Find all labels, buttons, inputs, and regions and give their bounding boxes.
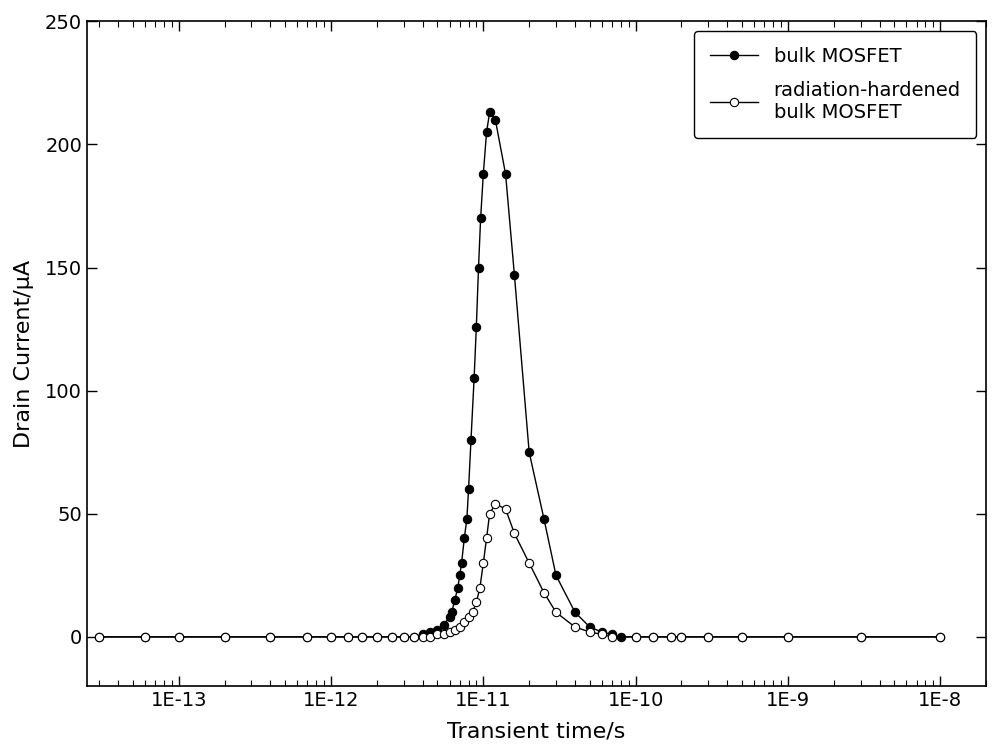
- radiation-hardened
bulk MOSFET: [736, 633, 748, 642]
- bulk MOSFET: [371, 633, 383, 642]
- radiation-hardened
bulk MOSFET: [356, 633, 368, 642]
- radiation-hardened
bulk MOSFET: [702, 633, 714, 642]
- radiation-hardened
bulk MOSFET: [477, 559, 489, 568]
- radiation-hardened
bulk MOSFET: [934, 633, 946, 642]
- radiation-hardened
bulk MOSFET: [264, 633, 276, 642]
- radiation-hardened
bulk MOSFET: [500, 504, 512, 513]
- radiation-hardened
bulk MOSFET: [449, 625, 461, 634]
- bulk MOSFET: [477, 170, 489, 179]
- radiation-hardened
bulk MOSFET: [523, 559, 535, 568]
- radiation-hardened
bulk MOSFET: [467, 608, 479, 617]
- radiation-hardened
bulk MOSFET: [93, 633, 105, 642]
- radiation-hardened
bulk MOSFET: [417, 633, 429, 642]
- radiation-hardened
bulk MOSFET: [301, 633, 313, 642]
- radiation-hardened
bulk MOSFET: [782, 633, 794, 642]
- radiation-hardened
bulk MOSFET: [398, 633, 410, 642]
- bulk MOSFET: [473, 263, 485, 272]
- Line: bulk MOSFET: bulk MOSFET: [95, 108, 944, 641]
- bulk MOSFET: [523, 448, 535, 457]
- bulk MOSFET: [934, 633, 946, 642]
- radiation-hardened
bulk MOSFET: [665, 633, 677, 642]
- bulk MOSFET: [481, 128, 493, 137]
- radiation-hardened
bulk MOSFET: [463, 612, 475, 621]
- radiation-hardened
bulk MOSFET: [489, 499, 501, 508]
- radiation-hardened
bulk MOSFET: [408, 633, 420, 642]
- Legend: bulk MOSFET, radiation-hardened
bulk MOSFET: bulk MOSFET, radiation-hardened bulk MOS…: [694, 31, 976, 137]
- radiation-hardened
bulk MOSFET: [484, 510, 496, 519]
- radiation-hardened
bulk MOSFET: [386, 633, 398, 642]
- radiation-hardened
bulk MOSFET: [371, 633, 383, 642]
- radiation-hardened
bulk MOSFET: [584, 627, 596, 636]
- bulk MOSFET: [452, 583, 464, 592]
- radiation-hardened
bulk MOSFET: [481, 534, 493, 543]
- radiation-hardened
bulk MOSFET: [424, 633, 436, 642]
- radiation-hardened
bulk MOSFET: [438, 630, 450, 639]
- radiation-hardened
bulk MOSFET: [139, 633, 151, 642]
- X-axis label: Transient time/s: Transient time/s: [447, 721, 626, 741]
- radiation-hardened
bulk MOSFET: [219, 633, 231, 642]
- radiation-hardened
bulk MOSFET: [342, 633, 354, 642]
- radiation-hardened
bulk MOSFET: [569, 623, 581, 632]
- Line: radiation-hardened
bulk MOSFET: radiation-hardened bulk MOSFET: [95, 500, 944, 641]
- radiation-hardened
bulk MOSFET: [474, 583, 486, 592]
- radiation-hardened
bulk MOSFET: [470, 598, 482, 607]
- bulk MOSFET: [484, 108, 496, 117]
- bulk MOSFET: [93, 633, 105, 642]
- radiation-hardened
bulk MOSFET: [444, 627, 456, 636]
- radiation-hardened
bulk MOSFET: [596, 630, 608, 639]
- radiation-hardened
bulk MOSFET: [606, 633, 618, 642]
- radiation-hardened
bulk MOSFET: [675, 633, 687, 642]
- radiation-hardened
bulk MOSFET: [458, 618, 470, 627]
- radiation-hardened
bulk MOSFET: [538, 588, 550, 597]
- radiation-hardened
bulk MOSFET: [431, 630, 443, 639]
- radiation-hardened
bulk MOSFET: [454, 623, 466, 632]
- radiation-hardened
bulk MOSFET: [630, 633, 642, 642]
- radiation-hardened
bulk MOSFET: [325, 633, 337, 642]
- Y-axis label: Drain Current/μA: Drain Current/μA: [14, 260, 34, 448]
- radiation-hardened
bulk MOSFET: [647, 633, 659, 642]
- radiation-hardened
bulk MOSFET: [508, 529, 520, 538]
- radiation-hardened
bulk MOSFET: [173, 633, 185, 642]
- radiation-hardened
bulk MOSFET: [550, 608, 562, 617]
- radiation-hardened
bulk MOSFET: [855, 633, 867, 642]
